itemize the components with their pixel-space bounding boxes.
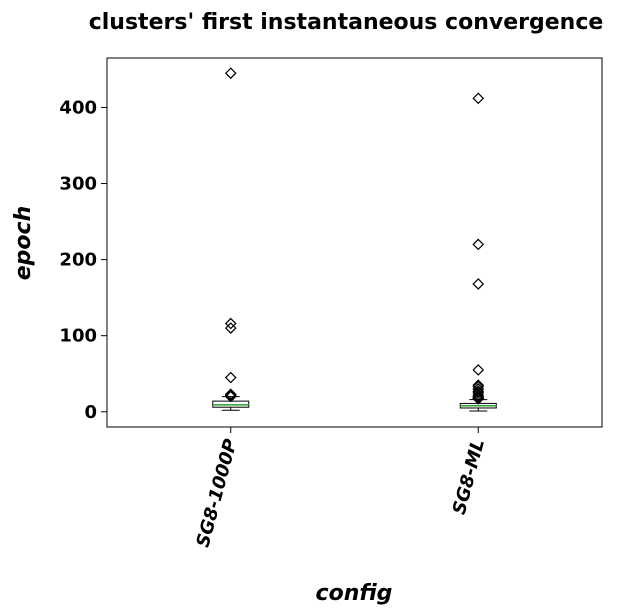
outlier-point bbox=[224, 67, 237, 80]
y-tick-label: 200 bbox=[59, 250, 97, 271]
outlier-point bbox=[472, 238, 485, 251]
outlier-point bbox=[224, 317, 237, 330]
outlier-point bbox=[472, 389, 485, 401]
chart-title: clusters' first instantaneous convergenc… bbox=[89, 10, 604, 35]
y-tick-label: 0 bbox=[84, 402, 97, 423]
plot-frame bbox=[106, 57, 603, 428]
outlier-point bbox=[472, 385, 485, 398]
x-axis-label: config bbox=[316, 581, 393, 606]
outlier-point bbox=[472, 364, 485, 376]
outlier-point bbox=[224, 322, 237, 334]
outlier-point bbox=[472, 92, 485, 105]
y-axis-label: epoch bbox=[11, 206, 36, 281]
y-tick-label: 100 bbox=[59, 326, 97, 347]
box-SG8-ML bbox=[459, 92, 497, 412]
x-tick-label: SG8-ML bbox=[449, 437, 489, 517]
outlier-point bbox=[224, 390, 237, 403]
outlier-point bbox=[224, 371, 237, 384]
x-tick-label: SG8-1000P bbox=[193, 437, 242, 550]
x-axis: SG8-1000P SG8-ML bbox=[193, 427, 489, 550]
y-tick-label: 400 bbox=[59, 97, 97, 118]
y-tick-label: 300 bbox=[59, 174, 97, 195]
outlier-point bbox=[472, 278, 485, 290]
y-axis: 0 100 200 300 400 bbox=[59, 97, 107, 423]
box-group bbox=[212, 67, 497, 412]
outlier-point bbox=[472, 386, 485, 399]
box-SG8-1000P bbox=[212, 67, 250, 411]
outlier-point bbox=[472, 393, 485, 405]
